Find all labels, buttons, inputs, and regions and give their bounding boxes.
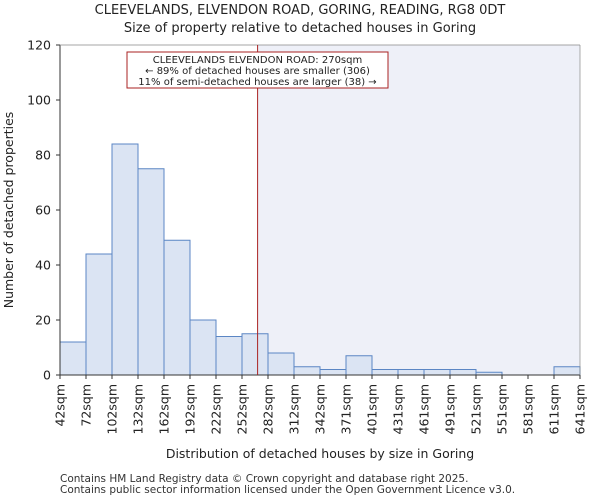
x-tick-label: 431sqm [391, 384, 406, 434]
x-tick-label: 312sqm [287, 384, 302, 434]
chart-subtitle: Size of property relative to detached ho… [123, 21, 477, 36]
annotation-line: 11% of semi-detached houses are larger (… [138, 77, 376, 88]
x-tick-label: 282sqm [261, 384, 276, 434]
footer-licence: Contains public sector information licen… [60, 484, 516, 496]
x-tick-label: 162sqm [157, 384, 172, 434]
x-tick-label: 72sqm [79, 384, 94, 427]
x-tick-label: 252sqm [235, 384, 250, 434]
annotation-line: CLEEVELANDS ELVENDON ROAD: 270sqm [153, 55, 362, 66]
bar-42sqm [59, 341, 87, 376]
annotation-box [126, 51, 389, 89]
bar-431sqm [397, 369, 425, 376]
bar-342sqm [319, 369, 347, 376]
bar-282sqm [267, 352, 295, 376]
annotation-line: ← 89% of detached houses are smaller (30… [145, 66, 370, 77]
bar-312sqm [293, 366, 321, 376]
y-tick-label: 120 [27, 38, 51, 53]
y-tick-label: 100 [27, 93, 51, 108]
bar-132sqm [137, 168, 165, 376]
bar-72sqm [85, 253, 113, 376]
bar-192sqm [189, 319, 217, 376]
x-tick-label: 42sqm [53, 384, 68, 427]
bar-102sqm [111, 143, 139, 376]
x-tick-label: 461sqm [417, 384, 432, 434]
y-tick-label: 40 [35, 258, 51, 273]
x-tick-label: 192sqm [183, 384, 198, 434]
x-tick-label: 371sqm [339, 384, 354, 434]
x-tick-label: 491sqm [443, 384, 458, 434]
bar-401sqm [371, 369, 399, 376]
y-tick-label: 20 [35, 313, 51, 328]
y-tick-label: 80 [35, 148, 51, 163]
y-tick-label: 60 [35, 203, 51, 218]
bar-371sqm [345, 355, 373, 376]
x-tick-label: 102sqm [105, 384, 120, 434]
x-tick-label: 641sqm [573, 384, 588, 434]
bar-252sqm [241, 333, 269, 376]
bar-461sqm [423, 369, 451, 376]
bar-491sqm [449, 369, 477, 376]
x-tick-label: 132sqm [131, 384, 146, 434]
bar-162sqm [163, 239, 191, 376]
x-tick-label: 222sqm [209, 384, 224, 434]
highlight-region [257, 45, 580, 375]
x-tick-label: 521sqm [469, 384, 484, 434]
x-axis-title: Distribution of detached houses by size … [166, 446, 474, 461]
bar-611sqm [553, 366, 581, 376]
chart-title: CLEEVELANDS, ELVENDON ROAD, GORING, READ… [94, 3, 506, 18]
y-tick-label: 0 [43, 368, 51, 383]
x-tick-label: 581sqm [521, 384, 536, 434]
footer-copyright: Contains HM Land Registry data © Crown c… [60, 473, 469, 485]
y-axis-title: Number of detached properties [1, 112, 16, 309]
x-tick-label: 342sqm [313, 384, 328, 434]
bar-222sqm [215, 336, 243, 376]
x-tick-label: 551sqm [495, 384, 510, 434]
x-tick-label: 611sqm [547, 384, 562, 434]
x-tick-label: 401sqm [365, 384, 380, 434]
